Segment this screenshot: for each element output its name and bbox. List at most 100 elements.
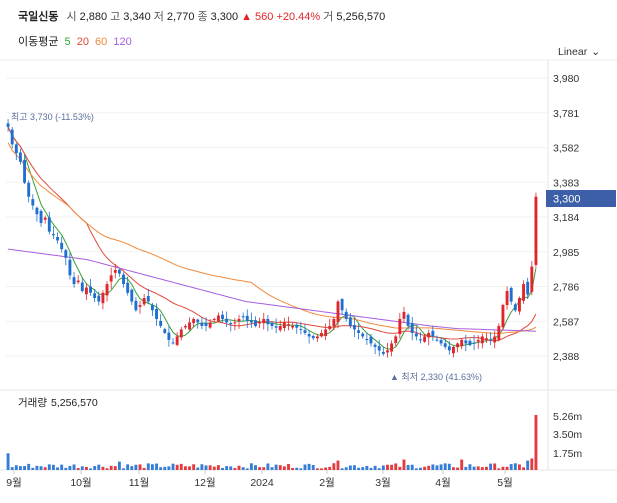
- candle: [68, 252, 72, 280]
- candle: [320, 329, 323, 338]
- volume-bar: [23, 466, 27, 470]
- volume-bar: [443, 463, 447, 470]
- volume-bar: [204, 465, 208, 470]
- candle: [353, 318, 356, 337]
- volume-bar: [196, 467, 200, 470]
- volume-bar: [101, 466, 105, 470]
- candle: [522, 280, 526, 304]
- candle: [146, 288, 150, 305]
- volume-bar: [175, 464, 179, 470]
- candle: [212, 317, 216, 322]
- candle: [150, 302, 154, 317]
- current-price-box: [546, 190, 616, 207]
- volume-bar: [130, 466, 134, 470]
- volume-bars: [6, 415, 538, 470]
- candle: [291, 322, 295, 330]
- candle: [402, 306, 406, 323]
- candle: [406, 313, 410, 330]
- close-label: 종: [197, 11, 208, 23]
- scale-toggle[interactable]: Linear ⌄: [558, 46, 600, 58]
- candle: [200, 316, 204, 330]
- volume-bar: [221, 467, 224, 470]
- volume-bar: [324, 467, 328, 470]
- candle: [134, 296, 138, 312]
- volume-bar: [142, 467, 146, 470]
- candle: [109, 267, 113, 289]
- date-axis: 9월 10월 11월 12월 2024 2월 3월 4월 5월: [6, 470, 513, 489]
- volume-bar: [423, 466, 427, 470]
- ma60-legend[interactable]: 60: [95, 36, 108, 48]
- volume-bar: [18, 466, 22, 470]
- candle: [534, 192, 538, 268]
- ma60-line: [7, 142, 537, 334]
- candle: [56, 232, 59, 244]
- candle: [282, 317, 286, 332]
- candle: [233, 318, 237, 331]
- volume-bar: [295, 467, 299, 470]
- volume-label: 거: [323, 11, 334, 23]
- volume-bar: [89, 468, 92, 470]
- volume-bar: [35, 465, 39, 470]
- ma20-legend[interactable]: 20: [76, 36, 89, 48]
- volume-bar: [303, 464, 307, 470]
- date-tick-label: 10월: [70, 477, 91, 489]
- volume-bar: [146, 463, 150, 470]
- candle: [122, 272, 125, 288]
- candle: [204, 317, 208, 332]
- candle: [208, 319, 212, 329]
- date-tick-label: 4월: [435, 477, 451, 489]
- volume-bar: [315, 468, 319, 470]
- volume-bar: [340, 468, 344, 470]
- candle: [76, 275, 80, 285]
- date-tick-label: 3월: [375, 477, 391, 489]
- volume-bar: [262, 467, 266, 470]
- price-summary: 국일신동 시 2,880 고 3,340 저 2,770 종 3,300 ▲ 5…: [18, 8, 388, 24]
- candle: [414, 326, 418, 341]
- ma5-line: [7, 126, 537, 350]
- candle: [489, 332, 493, 345]
- candle: [340, 297, 344, 315]
- volume-bar: [480, 467, 484, 470]
- ma5-legend[interactable]: 5: [64, 36, 71, 48]
- candle: [332, 316, 336, 331]
- candle: [142, 293, 146, 307]
- date-tick-label: 11월: [129, 477, 150, 489]
- candle: [315, 333, 319, 342]
- scale-toggle-label: Linear: [558, 46, 588, 58]
- candle: [427, 329, 431, 346]
- volume-bar: [398, 466, 402, 470]
- candle: [188, 317, 191, 331]
- volume-bar: [489, 463, 493, 470]
- candle: [80, 278, 84, 293]
- ma120-legend[interactable]: 120: [113, 36, 132, 48]
- candle: [23, 154, 27, 185]
- candle: [530, 261, 534, 296]
- candle: [225, 311, 229, 328]
- volume-bar: [105, 468, 109, 470]
- volume-bar: [348, 465, 352, 470]
- volume-bar: [68, 466, 72, 470]
- volume-panel-value: 5,256,570: [51, 397, 98, 409]
- volume-bar: [155, 463, 158, 470]
- candle: [336, 299, 340, 329]
- candle: [278, 320, 282, 333]
- volume-bar: [534, 415, 538, 470]
- volume-bar: [282, 466, 286, 470]
- volume-bar: [27, 463, 31, 470]
- volume-bar: [344, 467, 348, 470]
- candle: [262, 312, 266, 330]
- volume-bar: [64, 467, 68, 470]
- volume-bar: [14, 465, 18, 470]
- volume-bar: [328, 466, 332, 470]
- candle: [10, 127, 14, 149]
- candle: [497, 323, 501, 342]
- volume-bar: [72, 464, 76, 470]
- volume-tick-label: 5.26m: [553, 411, 582, 423]
- volume-bar: [225, 466, 229, 470]
- candle: [435, 335, 439, 342]
- candle: [348, 313, 352, 329]
- volume-bar: [299, 468, 303, 470]
- volume-bar: [472, 466, 476, 470]
- candle: [159, 314, 163, 329]
